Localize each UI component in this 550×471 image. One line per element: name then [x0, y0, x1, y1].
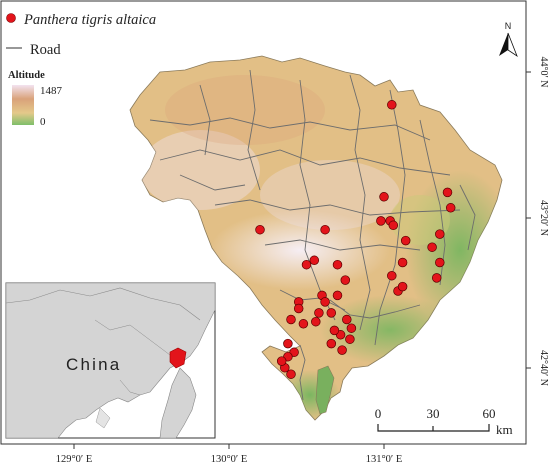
- lon-label-131: 131°0′ E: [366, 454, 403, 465]
- legend-altitude-max: 1487: [40, 85, 63, 97]
- tiger-point: [435, 257, 445, 268]
- tiger-point: [435, 229, 445, 239]
- tiger-point: [301, 259, 312, 270]
- scale-bar: 0 30 60 km: [375, 406, 513, 437]
- tiger-point: [342, 314, 352, 325]
- tiger-point: [397, 257, 408, 268]
- tiger-point: [298, 319, 309, 329]
- tiger-point: [332, 290, 343, 301]
- tiger-point: [276, 356, 287, 366]
- inset-map: China: [5, 282, 216, 439]
- tiger-point: [442, 187, 453, 198]
- lat-label-42-40: 42°40′ N: [538, 350, 549, 386]
- tiger-point: [379, 192, 389, 202]
- legend-altitude-min: 0: [40, 116, 46, 128]
- tiger-point: [332, 259, 343, 270]
- tiger-point: [255, 224, 265, 235]
- map-frame: [0, 0, 527, 445]
- tiger-point: [283, 338, 293, 349]
- inset-study-area-highlight: [169, 347, 187, 369]
- inset-country-label: China: [66, 355, 121, 374]
- tiger-point: [376, 216, 386, 226]
- tiger-point: [431, 273, 442, 283]
- terrain-region: [129, 55, 503, 421]
- legend-point-symbol: [6, 13, 16, 23]
- tiger-point: [400, 235, 411, 246]
- legend: Panthera tigris altaica Road Altitude 14…: [6, 12, 156, 128]
- tiger-point: [311, 316, 321, 327]
- legend-road-label: Road: [30, 42, 61, 58]
- tiger-point: [337, 345, 347, 355]
- legend-species-label: Panthera tigris altaica: [23, 12, 156, 28]
- tiger-point: [397, 281, 408, 292]
- scale-tick-60: 60: [483, 406, 496, 421]
- tiger-point: [314, 308, 324, 318]
- tiger-point: [387, 100, 397, 110]
- tiger-point: [329, 325, 340, 336]
- tiger-point: [345, 334, 355, 344]
- north-label: N: [505, 21, 512, 31]
- north-arrow-icon: [499, 33, 508, 56]
- tiger-point: [346, 323, 357, 333]
- lat-label-44: 44°0′ N: [538, 57, 549, 88]
- tiger-points-layer: [255, 100, 456, 379]
- tiger-point: [309, 255, 320, 266]
- north-arrow: N: [499, 21, 518, 58]
- lon-label-129: 129°0′ E: [56, 454, 93, 465]
- tiger-point: [286, 369, 296, 379]
- scale-tick-0: 0: [375, 406, 382, 421]
- tiger-point: [320, 224, 330, 235]
- lon-labels: 129°0′ E 130°0′ E 131°0′ E: [56, 444, 403, 465]
- legend-altitude-title: Altitude: [8, 70, 45, 81]
- tiger-point: [387, 270, 397, 281]
- tiger-point: [427, 242, 437, 252]
- tiger-point: [388, 220, 399, 231]
- lon-label-130: 130°0′ E: [211, 454, 248, 465]
- tiger-point: [326, 338, 337, 349]
- legend-altitude-ramp: [12, 85, 34, 125]
- tiger-point: [445, 203, 456, 213]
- tiger-point: [286, 314, 296, 325]
- scale-tick-30: 30: [427, 406, 440, 421]
- tiger-point: [326, 308, 337, 318]
- road-network: [149, 69, 476, 401]
- lat-label-43-20: 43°20′ N: [538, 200, 549, 236]
- tiger-point: [293, 303, 304, 314]
- lat-labels: 44°0′ N 43°20′ N 42°40′ N: [526, 57, 549, 386]
- scale-unit: km: [496, 422, 513, 437]
- tiger-point: [340, 275, 351, 285]
- tiger-point: [320, 297, 330, 307]
